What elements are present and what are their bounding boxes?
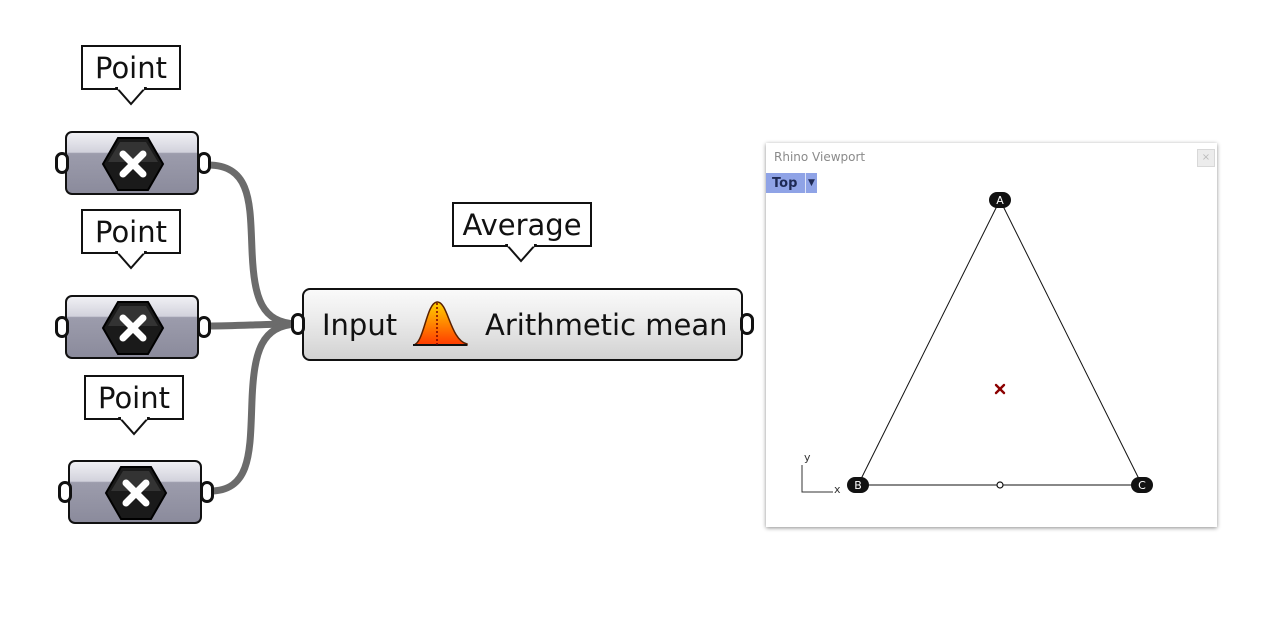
average-point-marker — [994, 383, 1006, 395]
axis-x-label: x — [834, 483, 841, 496]
callout-tail-1 — [115, 87, 147, 106]
param-label-1: Point — [94, 50, 167, 85]
point-param-3[interactable] — [68, 460, 202, 524]
point-param-1[interactable] — [65, 131, 199, 195]
wire-1[interactable] — [204, 161, 300, 328]
close-hexagon-icon — [103, 464, 169, 526]
component-callout: Average — [452, 202, 592, 247]
chevron-down-icon[interactable]: ▼ — [805, 173, 817, 193]
input-grip-1[interactable] — [55, 152, 69, 174]
viewport-tab-top[interactable]: Top ▼ — [766, 173, 817, 193]
triangle-edges — [857, 199, 1143, 486]
viewport-tab-label: Top — [772, 175, 798, 191]
axis-y-label: y — [804, 451, 811, 464]
input-grip-2[interactable] — [55, 316, 69, 338]
param-callout-3: Point — [84, 375, 184, 420]
output-parameter-label[interactable]: Arithmetic mean — [485, 308, 728, 342]
output-grip-3[interactable] — [200, 481, 214, 503]
point-label-a: A — [996, 194, 1004, 207]
point-label-b: B — [854, 479, 862, 492]
component-output-grip[interactable] — [740, 313, 754, 335]
input-grip-3[interactable] — [58, 481, 72, 503]
callout-tail-3 — [118, 417, 150, 436]
axis-indicator — [801, 465, 833, 493]
close-hexagon-icon — [100, 135, 166, 197]
component-label: Average — [462, 207, 582, 242]
output-grip-2[interactable] — [197, 316, 211, 338]
average-component[interactable]: Input Arithmetic mean — [302, 288, 743, 361]
param-callout-1: Point — [81, 45, 181, 90]
component-callout-tail — [505, 244, 537, 263]
point-param-2[interactable] — [65, 295, 199, 359]
viewport-title: Rhino Viewport — [774, 150, 866, 164]
input-parameter-label[interactable]: Input — [322, 308, 398, 342]
callout-tail-2 — [115, 251, 147, 270]
point-tag-c[interactable]: C — [1131, 477, 1153, 493]
point-tag-b[interactable]: B — [847, 477, 869, 493]
close-hexagon-icon — [100, 299, 166, 361]
wire-3[interactable] — [206, 320, 300, 495]
output-grip-1[interactable] — [197, 152, 211, 174]
rhino-viewport[interactable]: Rhino Viewport × Top ▼ y x A B — [766, 143, 1217, 527]
bell-curve-icon — [410, 298, 470, 352]
close-icon[interactable]: × — [1197, 149, 1215, 167]
param-callout-2: Point — [81, 209, 181, 254]
param-label-3: Point — [97, 380, 170, 415]
point-tag-a[interactable]: A — [989, 192, 1011, 208]
component-input-grip[interactable] — [291, 313, 305, 335]
point-label-c: C — [1138, 479, 1146, 492]
viewport-canvas[interactable]: y x A B C — [766, 143, 1217, 527]
param-label-2: Point — [94, 214, 167, 249]
edge-midpoint — [996, 481, 1004, 489]
